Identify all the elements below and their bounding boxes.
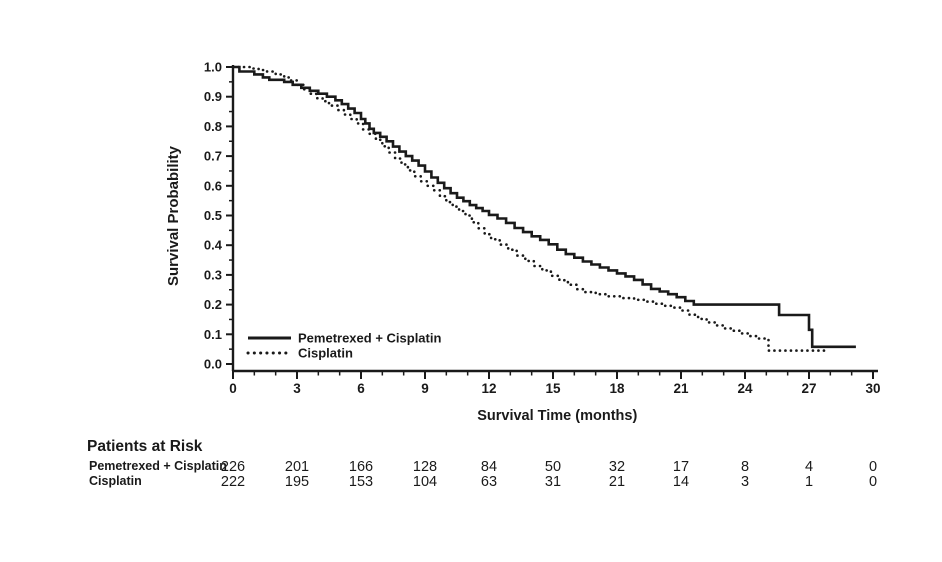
risk-count-cell: 201 (285, 459, 309, 475)
y-axis-tick-label: 0.6 (204, 178, 222, 193)
risk-count-cell: 84 (481, 459, 497, 475)
risk-count-cell: 63 (481, 474, 497, 490)
risk-count-cell: 31 (545, 474, 561, 490)
x-axis-tick-label: 24 (737, 381, 753, 396)
x-axis-tick-label: 18 (609, 381, 625, 396)
x-axis-tick-label: 9 (421, 381, 429, 396)
y-axis-tick-label: 0.3 (204, 267, 222, 282)
y-axis-tick-label: 0.0 (204, 357, 222, 372)
survival-curve-cisplatin (231, 65, 830, 352)
risk-count-cell: 0 (869, 459, 877, 475)
y-axis-tick-label: 0.9 (204, 89, 222, 104)
risk-count-cell: 17 (673, 459, 689, 475)
y-axis-tick-label: 0.4 (204, 238, 223, 253)
y-axis-tick-label: 0.8 (204, 119, 222, 134)
risk-count-cell: 4 (805, 459, 813, 475)
risk-count-cell: 21 (609, 474, 625, 490)
y-axis-tick-label: 0.2 (204, 297, 222, 312)
x-axis-tick-label: 6 (357, 381, 365, 396)
x-axis-title: Survival Time (months) (477, 408, 637, 424)
risk-count-cell: 14 (673, 474, 689, 490)
x-axis-tick-label: 27 (801, 381, 816, 396)
x-axis-tick-label: 12 (481, 381, 496, 396)
risk-count-cell: 8 (741, 459, 749, 475)
risk-count-cell: 128 (413, 459, 437, 475)
x-axis-tick-label: 21 (673, 381, 689, 396)
risk-table-row-label: Pemetrexed + Cisplatin (89, 459, 227, 473)
risk-count-cell: 0 (869, 474, 877, 490)
x-axis-tick-label: 30 (865, 381, 880, 396)
risk-count-cell: 3 (741, 474, 749, 490)
y-axis-tick-label: 0.1 (204, 327, 222, 342)
x-axis-tick-label: 3 (293, 381, 301, 396)
y-axis-tick-label: 1.0 (204, 60, 222, 75)
risk-count-cell: 153 (349, 474, 373, 490)
legend-label-cisplatin: Cisplatin (298, 346, 353, 361)
risk-count-cell: 226 (221, 459, 245, 475)
risk-count-cell: 195 (285, 474, 309, 490)
x-axis-tick-label: 15 (545, 381, 561, 396)
risk-count-cell: 50 (545, 459, 561, 475)
legend-label-pemetrexed-cisplatin: Pemetrexed + Cisplatin (298, 331, 441, 346)
risk-count-cell: 104 (413, 474, 437, 490)
y-axis-title: Survival Probability (165, 145, 182, 286)
survival-curve-pemetrexed-cisplatin (233, 65, 856, 349)
y-axis-tick-label: 0.5 (204, 208, 222, 223)
y-axis-tick-label: 0.7 (204, 149, 222, 164)
risk-table-row-label: Cisplatin (89, 474, 142, 488)
risk-count-cell: 166 (349, 459, 373, 475)
x-axis-tick-label: 0 (229, 381, 237, 396)
risk-table-title: Patients at Risk (87, 438, 203, 455)
risk-count-cell: 222 (221, 474, 245, 490)
risk-count-cell: 1 (805, 474, 813, 490)
risk-count-cell: 32 (609, 459, 625, 475)
